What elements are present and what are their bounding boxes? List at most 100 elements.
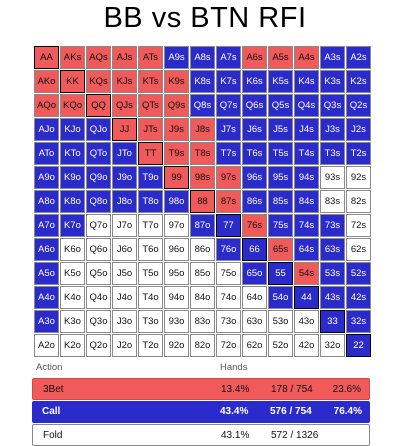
hand-cell[interactable]: 65s xyxy=(268,238,293,261)
hand-cell[interactable]: K9o xyxy=(60,166,85,189)
hand-cell[interactable]: 99 xyxy=(164,166,189,189)
hand-cell[interactable]: QJs xyxy=(112,94,137,117)
hand-cell[interactable]: QTo xyxy=(86,142,111,165)
hand-cell[interactable]: T4o xyxy=(138,286,163,309)
hand-cell[interactable]: A3s xyxy=(320,46,345,69)
hand-cell[interactable]: A2o xyxy=(34,334,59,357)
hand-cell[interactable]: 44 xyxy=(294,286,319,309)
hand-cell[interactable]: KJs xyxy=(112,70,137,93)
hand-cell[interactable]: 42s xyxy=(346,286,371,309)
hand-cell[interactable]: 93o xyxy=(164,310,189,333)
summary-row-fold[interactable]: Fold 43.1% 572 / 1326 xyxy=(32,424,370,446)
hand-cell[interactable]: 53s xyxy=(320,262,345,285)
hand-cell[interactable]: A7s xyxy=(216,46,241,69)
hand-cell[interactable]: A2s xyxy=(346,46,371,69)
hand-cell[interactable]: J4o xyxy=(112,286,137,309)
hand-cell[interactable]: 74s xyxy=(294,214,319,237)
hand-cell[interactable]: J7s xyxy=(216,118,241,141)
hand-cell[interactable]: K6o xyxy=(60,238,85,261)
hand-cell[interactable]: K3s xyxy=(320,70,345,93)
hand-cell[interactable]: J9o xyxy=(112,166,137,189)
hand-cell[interactable]: ATo xyxy=(34,142,59,165)
hand-cell[interactable]: T2o xyxy=(138,334,163,357)
hand-cell[interactable]: KQs xyxy=(86,70,111,93)
hand-cell[interactable]: JTo xyxy=(112,142,137,165)
hand-cell[interactable]: QQ xyxy=(86,94,111,117)
hand-cell[interactable]: T3s xyxy=(320,142,345,165)
hand-cell[interactable]: J3s xyxy=(320,118,345,141)
hand-cell[interactable]: 72o xyxy=(216,334,241,357)
hand-cell[interactable]: TT xyxy=(138,142,163,165)
hand-cell[interactable]: 75o xyxy=(216,262,241,285)
hand-cell[interactable]: J5o xyxy=(112,262,137,285)
hand-cell[interactable]: K6s xyxy=(242,70,267,93)
hand-cell[interactable]: A9s xyxy=(164,46,189,69)
hand-cell[interactable]: J8s xyxy=(190,118,215,141)
hand-cell[interactable]: 32o xyxy=(320,334,345,357)
hand-cell[interactable]: A5s xyxy=(268,46,293,69)
hand-cell[interactable]: 94s xyxy=(294,166,319,189)
hand-cell[interactable]: 74o xyxy=(216,286,241,309)
hand-cell[interactable]: 63s xyxy=(320,238,345,261)
hand-cell[interactable]: J9s xyxy=(164,118,189,141)
hand-cell[interactable]: 97o xyxy=(164,214,189,237)
hand-cell[interactable]: AKo xyxy=(34,70,59,93)
hand-cell[interactable]: ATs xyxy=(138,46,163,69)
hand-cell[interactable]: 77 xyxy=(216,214,241,237)
hand-cell[interactable]: K2o xyxy=(60,334,85,357)
hand-cell[interactable]: Q8o xyxy=(86,190,111,213)
hand-cell[interactable]: 54o xyxy=(268,286,293,309)
hand-cell[interactable]: J6o xyxy=(112,238,137,261)
hand-cell[interactable]: 85o xyxy=(190,262,215,285)
hand-cell[interactable]: 84o xyxy=(190,286,215,309)
hand-cell[interactable]: 88 xyxy=(190,190,215,213)
hand-cell[interactable]: 87s xyxy=(216,190,241,213)
hand-cell[interactable]: Q2o xyxy=(86,334,111,357)
hand-cell[interactable]: QJo xyxy=(86,118,111,141)
hand-cell[interactable]: J5s xyxy=(268,118,293,141)
hand-cell[interactable]: Q4s xyxy=(294,94,319,117)
hand-cell[interactable]: AQo xyxy=(34,94,59,117)
hand-cell[interactable]: A8s xyxy=(190,46,215,69)
hand-cell[interactable]: KTs xyxy=(138,70,163,93)
hand-cell[interactable]: 43s xyxy=(320,286,345,309)
hand-cell[interactable]: A8o xyxy=(34,190,59,213)
hand-cell[interactable]: 96s xyxy=(242,166,267,189)
hand-cell[interactable]: Q5s xyxy=(268,94,293,117)
hand-cell[interactable]: A7o xyxy=(34,214,59,237)
hand-cell[interactable]: Q3o xyxy=(86,310,111,333)
hand-cell[interactable]: 98o xyxy=(164,190,189,213)
hand-cell[interactable]: K8s xyxy=(190,70,215,93)
hand-cell[interactable]: 76o xyxy=(216,238,241,261)
hand-cell[interactable]: 93s xyxy=(320,166,345,189)
hand-cell[interactable]: 92o xyxy=(164,334,189,357)
hand-cell[interactable]: J2o xyxy=(112,334,137,357)
hand-cell[interactable]: Q3s xyxy=(320,94,345,117)
hand-cell[interactable]: 97s xyxy=(216,166,241,189)
hand-cell[interactable]: 85s xyxy=(268,190,293,213)
hand-cell[interactable]: 54s xyxy=(294,262,319,285)
summary-row-call[interactable]: Call 43.4% 576 / 754 76.4% xyxy=(32,401,370,423)
hand-cell[interactable]: 83o xyxy=(190,310,215,333)
hand-cell[interactable]: J7o xyxy=(112,214,137,237)
hand-cell[interactable]: A6o xyxy=(34,238,59,261)
hand-cell[interactable]: Q6o xyxy=(86,238,111,261)
hand-cell[interactable]: K9s xyxy=(164,70,189,93)
hand-cell[interactable]: T6o xyxy=(138,238,163,261)
hand-cell[interactable]: AKs xyxy=(60,46,85,69)
hand-cell[interactable]: T9s xyxy=(164,142,189,165)
hand-cell[interactable]: Q5o xyxy=(86,262,111,285)
hand-cell[interactable]: K5o xyxy=(60,262,85,285)
hand-cell[interactable]: KJo xyxy=(60,118,85,141)
hand-cell[interactable]: T7o xyxy=(138,214,163,237)
hand-cell[interactable]: 73o xyxy=(216,310,241,333)
hand-cell[interactable]: Q7s xyxy=(216,94,241,117)
hand-cell[interactable]: Q7o xyxy=(86,214,111,237)
hand-cell[interactable]: A5o xyxy=(34,262,59,285)
hand-cell[interactable]: 64s xyxy=(294,238,319,261)
hand-cell[interactable]: K7s xyxy=(216,70,241,93)
hand-cell[interactable]: J3o xyxy=(112,310,137,333)
hand-cell[interactable]: T8o xyxy=(138,190,163,213)
hand-cell[interactable]: K3o xyxy=(60,310,85,333)
hand-cell[interactable]: K2s xyxy=(346,70,371,93)
